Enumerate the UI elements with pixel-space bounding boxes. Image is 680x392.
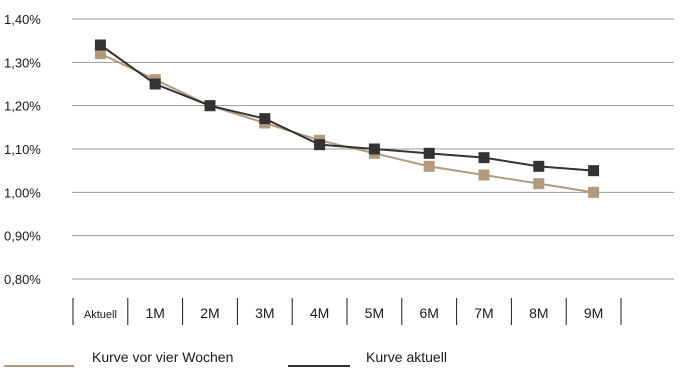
x-axis: Aktuell 1M 2M 3M 4M 5M 6M 7M 8M 9M (72, 298, 622, 325)
data-point (588, 165, 600, 177)
data-point (204, 100, 216, 112)
y-tick-label: 1,00% (4, 185, 41, 200)
data-point (149, 78, 161, 90)
data-point (94, 48, 106, 60)
y-tick-label: 1,20% (4, 99, 41, 114)
x-tick-label: 3M (255, 305, 274, 321)
series-line (99, 44, 594, 172)
y-axis-tick-labels: 0,80% 0,90% 1,00% 1,10% 1,20% 1,30% 1,40% (4, 12, 41, 287)
data-point (314, 139, 326, 151)
series-line (99, 52, 594, 194)
legend-label-kurve-vor-vier-wochen: Kurve vor vier Wochen (92, 349, 233, 365)
data-point (533, 160, 545, 172)
series-group (94, 39, 600, 198)
data-point (478, 152, 490, 164)
x-tick-label: Aktuell (84, 309, 117, 321)
x-tick-label: 2M (200, 305, 219, 321)
data-point (368, 143, 380, 155)
x-tick-label: 6M (419, 305, 438, 321)
x-tick-label: 5M (365, 305, 384, 321)
gridlines (72, 18, 674, 280)
data-point (588, 186, 600, 198)
data-point (478, 169, 490, 181)
data-point (423, 160, 435, 172)
y-tick-label: 1,10% (4, 142, 41, 157)
data-point (423, 147, 435, 159)
legend-label-kurve-aktuell: Kurve aktuell (366, 349, 447, 365)
legend: Kurve vor vier Wochen Kurve aktuell (4, 349, 447, 367)
data-point (259, 113, 271, 125)
y-tick-label: 1,40% (4, 12, 41, 27)
x-tick-label: 7M (474, 305, 493, 321)
y-tick-label: 0,80% (4, 272, 41, 287)
y-tick-label: 1,30% (4, 55, 41, 70)
y-tick-label: 0,90% (4, 229, 41, 244)
data-point (533, 178, 545, 190)
x-tick-label: 1M (145, 305, 164, 321)
x-tick-label: 8M (529, 305, 548, 321)
data-point (94, 39, 106, 51)
x-tick-label: 4M (310, 305, 329, 321)
x-tick-label: 9M (584, 305, 603, 321)
